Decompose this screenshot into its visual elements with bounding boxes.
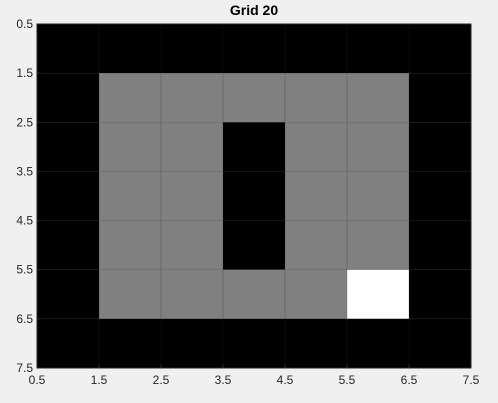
x-tick-label-1: 1.5: [91, 373, 108, 387]
heatmap-cell-r5-c6: [347, 220, 409, 270]
heatmap-cell-r2-c3: [161, 73, 223, 123]
heatmap-cell-r1-c3: [161, 24, 223, 74]
x-tick-label-4: 4.5: [277, 373, 294, 387]
heatmap-cell-r3-c2: [99, 122, 161, 172]
chart-title: Grid 20: [230, 2, 278, 18]
y-tick-label-1: 1.5: [16, 66, 33, 80]
heatmap-cell-r4-c3: [161, 171, 223, 221]
heatmap-cells: [37, 24, 471, 368]
heatmap-cell-r6-c2: [99, 269, 161, 319]
heatmap-cell-r2-c6: [347, 73, 409, 123]
y-tick-label-0: 0.5: [16, 17, 33, 31]
y-tick-label-7: 7.5: [16, 361, 33, 375]
heatmap-cell-r6-c1: [37, 269, 99, 319]
x-tick-label-7: 7.5: [463, 373, 480, 387]
heatmap-cell-r5-c7: [409, 220, 471, 270]
heatmap-cell-r3-c6: [347, 122, 409, 172]
heatmap-cell-r2-c1: [37, 73, 99, 123]
y-tick-label-5: 5.5: [16, 263, 33, 277]
x-tick-label-6: 6.5: [401, 373, 418, 387]
heatmap-cell-r2-c4: [223, 73, 285, 123]
y-tick-label-4: 4.5: [16, 214, 33, 228]
heatmap-cell-r4-c5: [285, 171, 347, 221]
y-tick-label-3: 3.5: [16, 164, 33, 178]
heatmap-cell-r5-c4: [223, 220, 285, 270]
heatmap-cell-r7-c7: [409, 318, 471, 368]
heatmap-cell-r7-c3: [161, 318, 223, 368]
heatmap-cell-r1-c1: [37, 24, 99, 74]
x-tick-label-5: 5.5: [339, 373, 356, 387]
heatmap-cell-r6-c5: [285, 269, 347, 319]
y-axis-ticks: 0.5 1.5 2.5 3.5 4.5 5.5 6.5 7.5: [16, 17, 41, 375]
heatmap-cell-r6-c4: [223, 269, 285, 319]
heatmap-cell-r2-c7: [409, 73, 471, 123]
heatmap-cell-r3-c4: [223, 122, 285, 172]
heatmap-cell-r2-c5: [285, 73, 347, 123]
y-tick-label-2: 2.5: [16, 115, 33, 129]
heatmap-cell-r4-c7: [409, 171, 471, 221]
heatmap-cell-r7-c6: [347, 318, 409, 368]
heatmap-cell-r6-c6: [347, 269, 409, 319]
heatmap-cell-r7-c2: [99, 318, 161, 368]
heatmap-cell-r5-c3: [161, 220, 223, 270]
heatmap-cell-r5-c2: [99, 220, 161, 270]
x-tick-label-2: 2.5: [153, 373, 170, 387]
heatmap-cell-r1-c6: [347, 24, 409, 74]
heatmap-cell-r1-c4: [223, 24, 285, 74]
heatmap-cell-r5-c1: [37, 220, 99, 270]
y-tick-label-6: 6.5: [16, 312, 33, 326]
x-tick-label-0: 0.5: [29, 373, 46, 387]
heatmap-cell-r7-c4: [223, 318, 285, 368]
heatmap-cell-r4-c2: [99, 171, 161, 221]
heatmap-cell-r4-c6: [347, 171, 409, 221]
heatmap-cell-r4-c4: [223, 171, 285, 221]
axes-box: [36, 23, 472, 369]
heatmap-cell-r6-c3: [161, 269, 223, 319]
heatmap-cell-r7-c5: [285, 318, 347, 368]
heatmap-cell-r3-c7: [409, 122, 471, 172]
grid-lines: [36, 23, 472, 369]
heatmap-cell-r7-c1: [37, 318, 99, 368]
heatmap-cell-r3-c5: [285, 122, 347, 172]
heatmap-cell-r3-c3: [161, 122, 223, 172]
x-tick-label-3: 3.5: [215, 373, 232, 387]
heatmap-cell-r1-c7: [409, 24, 471, 74]
heatmap-cell-r1-c2: [99, 24, 161, 74]
heatmap-cell-r2-c2: [99, 73, 161, 123]
heatmap-cell-r4-c1: [37, 171, 99, 221]
heatmap-cell-r1-c5: [285, 24, 347, 74]
heatmap-cell-r6-c7: [409, 269, 471, 319]
heatmap-cell-r3-c1: [37, 122, 99, 172]
heatmap-cell-r5-c5: [285, 220, 347, 270]
x-axis-ticks: 0.5 1.5 2.5 3.5 4.5 5.5 6.5 7.5: [29, 364, 480, 387]
